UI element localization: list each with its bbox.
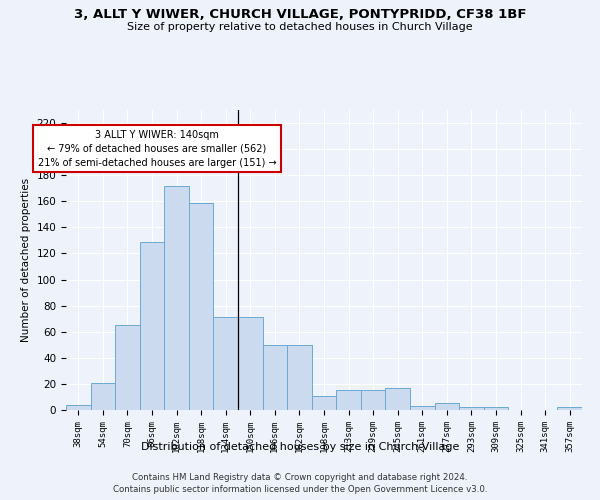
- Bar: [287, 345, 312, 410]
- Bar: [214, 318, 238, 410]
- Bar: [484, 408, 508, 410]
- Bar: [312, 396, 336, 410]
- Bar: [140, 242, 164, 410]
- Bar: [66, 405, 91, 410]
- Bar: [164, 186, 189, 410]
- Bar: [336, 390, 361, 410]
- Bar: [459, 408, 484, 410]
- Bar: [238, 318, 263, 410]
- Text: Distribution of detached houses by size in Church Village: Distribution of detached houses by size …: [141, 442, 459, 452]
- Bar: [557, 408, 582, 410]
- Text: Contains HM Land Registry data © Crown copyright and database right 2024.: Contains HM Land Registry data © Crown c…: [132, 472, 468, 482]
- Text: Size of property relative to detached houses in Church Village: Size of property relative to detached ho…: [127, 22, 473, 32]
- Bar: [189, 202, 214, 410]
- Text: 3, ALLT Y WIWER, CHURCH VILLAGE, PONTYPRIDD, CF38 1BF: 3, ALLT Y WIWER, CHURCH VILLAGE, PONTYPR…: [74, 8, 526, 20]
- Text: Contains public sector information licensed under the Open Government Licence v3: Contains public sector information licen…: [113, 485, 487, 494]
- Bar: [91, 382, 115, 410]
- Bar: [263, 345, 287, 410]
- Bar: [115, 325, 140, 410]
- Bar: [410, 406, 434, 410]
- Bar: [434, 404, 459, 410]
- Text: 3 ALLT Y WIWER: 140sqm
← 79% of detached houses are smaller (562)
21% of semi-de: 3 ALLT Y WIWER: 140sqm ← 79% of detached…: [38, 130, 276, 168]
- Y-axis label: Number of detached properties: Number of detached properties: [21, 178, 31, 342]
- Bar: [361, 390, 385, 410]
- Bar: [385, 388, 410, 410]
